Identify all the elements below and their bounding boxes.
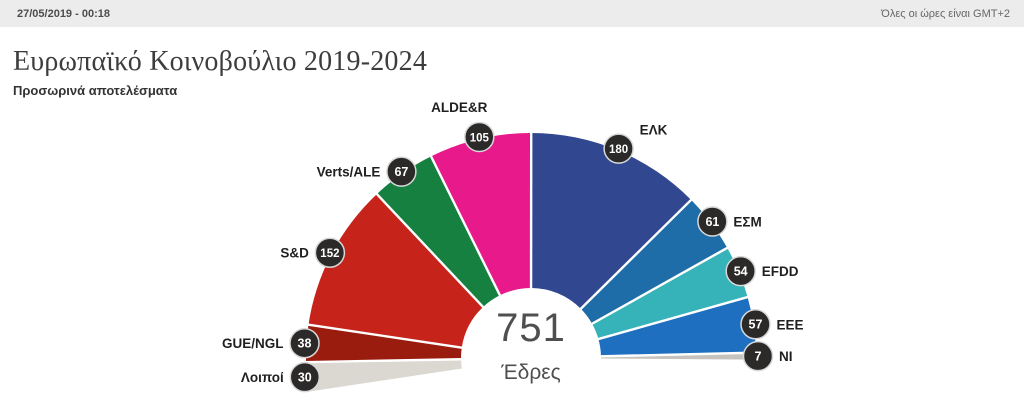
group-label-efdd: EFDD — [762, 264, 799, 279]
group-label-others: Λοιποί — [241, 370, 284, 385]
group-label-s-d: S&D — [280, 246, 309, 261]
group-label-enf: EEE — [777, 317, 804, 332]
group-label-gue-ngl: GUE/NGL — [222, 336, 284, 351]
total-seats: 751 Έδρες — [496, 308, 566, 385]
segment-others[interactable] — [306, 359, 462, 392]
group-label-ni: NI — [779, 349, 793, 364]
group-label-alde-r: ALDE&R — [431, 100, 487, 115]
header-datetime: 27/05/2019 - 00:18 — [17, 7, 110, 20]
group-label-verts-ale: Verts/ALE — [317, 165, 381, 180]
segments-group — [306, 132, 756, 392]
title-block: Ευρωπαϊκό Κοινοβούλιο 2019-2024 Προσωριν… — [0, 46, 1024, 98]
total-seats-label: Έδρες — [501, 361, 561, 384]
total-seats-value: 751 — [496, 306, 566, 350]
header-bar: 27/05/2019 - 00:18 Όλες οι ώρες είναι GM… — [0, 0, 1024, 27]
page-title: Ευρωπαϊκό Κοινοβούλιο 2019-2024 — [13, 46, 428, 77]
page-subtitle: Προσωρινά αποτελέσματα — [13, 82, 178, 98]
group-label-ecr: ΕΣΜ — [733, 215, 761, 230]
group-label-epp: ΕΛΚ — [640, 123, 668, 138]
header-timezone-note: Όλες οι ώρες είναι GMT+2 — [881, 7, 1010, 20]
